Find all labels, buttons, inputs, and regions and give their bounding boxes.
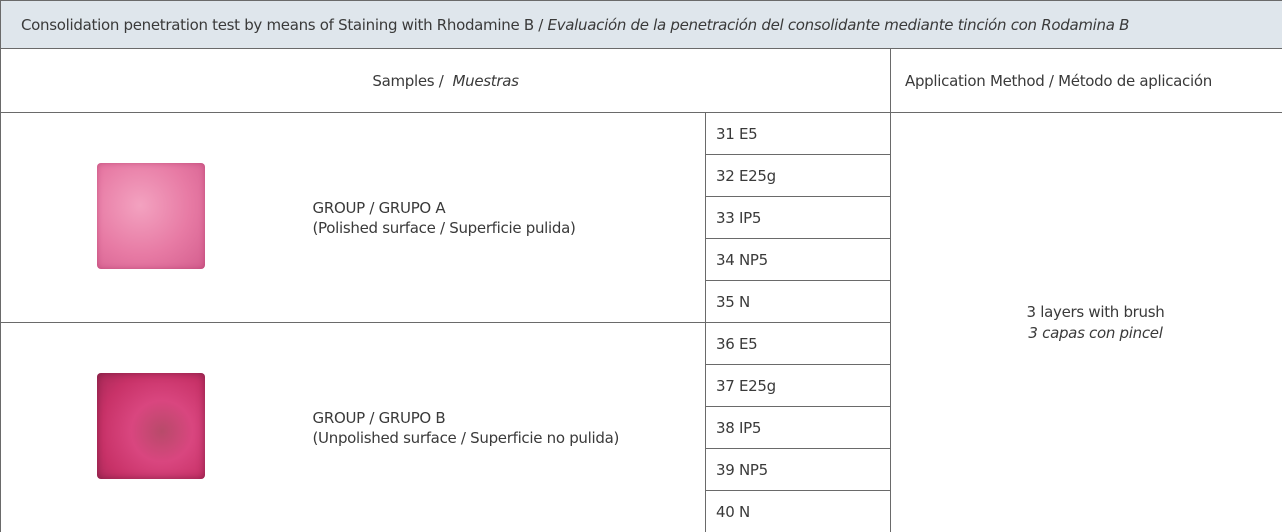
header-row: Samples / Muestras Application Method / … [0,48,1282,113]
title-cell: Consolidation penetration test by means … [0,0,1282,49]
sample-id: 33 IP5 [705,196,891,239]
group-surface: (Polished surface / Superficie pulida) [312,218,576,237]
samples-es: Muestras [452,71,519,90]
sample-id: 35 N [705,280,891,323]
sample-row: GROUP / GRUPO B (Unpolished surface / Sup… [0,322,1282,532]
method-header: Application Method / Método de aplicació… [889,48,1282,113]
sample-id: 39 NP5 [705,448,891,491]
sample-row: GROUP / GRUPO A (Polished surface / Super… [0,112,1282,532]
group-name: GROUP / GRUPO A [312,198,446,217]
title-es: Evaluación de la penetración del consoli… [547,15,1130,34]
samples-header: Samples / Muestras [0,48,891,113]
sample-row: 39 NP5 [1,448,1282,491]
sample-row: 35 N [1,280,1282,323]
sample-id: 32 E25g [705,154,891,197]
group-cell: GROUP / GRUPO B (Unpolished surface / Sup… [300,322,706,532]
sample-image [96,162,205,269]
sample-row: 33 IP5 [1,196,1282,239]
title-row: Consolidation penetration test by means … [0,0,1282,49]
samples-en: Samples / [372,71,444,90]
group-surface: (Unpolished surface / Superficie no puli… [312,428,620,447]
table-body: GROUP / GRUPO A (Polished surface / Super… [0,112,1282,532]
sample-image-cell [0,322,301,532]
sample-image [96,372,205,479]
sample-id: 37 E25g [705,364,891,407]
sample-row: 37 E25g [1,364,1282,407]
sample-id: 36 E5 [705,322,891,365]
sample-image-cell [0,112,301,323]
sample-id: 38 IP5 [705,406,891,449]
sample-id: 31 E5 [705,112,891,155]
method-cell: 3 layers with brush 3 capas con pincel [889,112,1282,532]
method-en: 3 layers with brush [1026,302,1165,321]
group-name: GROUP / GRUPO B [312,408,446,427]
group-cell: GROUP / GRUPO A (Polished surface / Super… [300,112,706,323]
method-es: 3 capas con pincel [1028,323,1163,342]
title-en: Consolidation penetration test by means … [21,15,544,34]
sample-row: 32 E25g [1,154,1282,197]
sample-row: 40 N [1,490,1282,532]
sample-id: 40 N [705,490,891,532]
sample-id: 34 NP5 [705,238,891,281]
sample-row: 38 IP5 [1,406,1282,449]
